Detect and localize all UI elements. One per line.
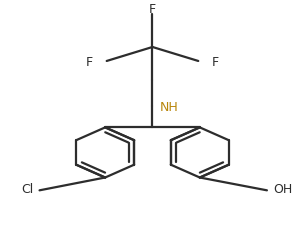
Text: F: F — [86, 56, 93, 69]
Text: Cl: Cl — [21, 183, 34, 196]
Text: OH: OH — [273, 183, 292, 196]
Text: F: F — [212, 56, 219, 69]
Text: F: F — [149, 3, 156, 16]
Text: NH: NH — [160, 101, 179, 114]
